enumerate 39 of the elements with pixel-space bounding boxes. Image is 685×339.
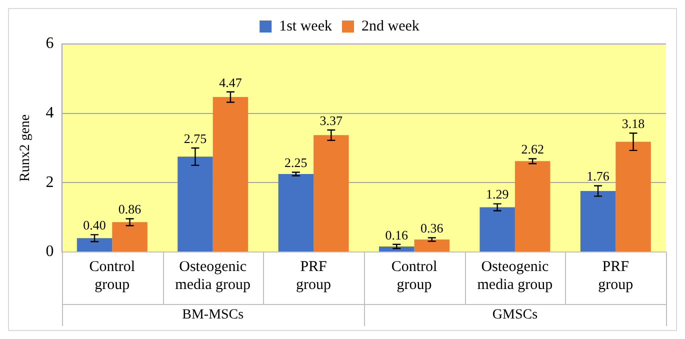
y-tick-label: 6 <box>46 35 54 52</box>
data-label: 2.75 <box>184 130 207 146</box>
bar <box>112 222 148 252</box>
data-label: 0.40 <box>83 218 106 233</box>
data-label: 1.29 <box>486 186 509 202</box>
x-tick-label: PRF group <box>598 258 634 293</box>
bar <box>212 97 248 252</box>
x-tick-label: Osteogenic media group <box>175 258 251 293</box>
x-tick-label: Control group <box>391 258 438 293</box>
bar <box>580 190 616 252</box>
legend-label: 2nd week <box>362 18 420 34</box>
bar <box>314 135 349 252</box>
data-label: 1.76 <box>586 168 610 184</box>
bar <box>76 238 112 252</box>
bar <box>414 240 450 252</box>
y-tick-label: 4 <box>46 104 54 122</box>
bar <box>178 156 213 252</box>
data-label: 2.25 <box>284 155 308 170</box>
bar <box>278 174 314 252</box>
x-tick-label: Osteogenic media group <box>477 258 553 293</box>
bar <box>514 161 550 252</box>
bar <box>616 142 651 252</box>
bar <box>480 207 515 252</box>
data-label: 0.36 <box>420 220 444 236</box>
data-label: 3.18 <box>622 116 645 132</box>
y-tick-label: 2 <box>46 174 54 191</box>
data-label: 3.37 <box>320 112 344 128</box>
text: GMSCs <box>492 308 538 323</box>
legend-label: 1st week <box>279 18 332 34</box>
data-label: 2.62 <box>521 142 544 157</box>
data-label: 0.86 <box>118 202 142 217</box>
x-tick-label: Control group <box>89 258 136 293</box>
text: BM-MSCs <box>182 308 244 323</box>
y-axis-title: Runx2 gene <box>18 114 34 182</box>
data-label: 0.16 <box>385 227 409 242</box>
data-label: 4.47 <box>219 74 242 90</box>
x-tick-label: PRF group <box>296 258 332 293</box>
bar <box>379 246 414 252</box>
y-tick-label: 0 <box>46 243 54 260</box>
